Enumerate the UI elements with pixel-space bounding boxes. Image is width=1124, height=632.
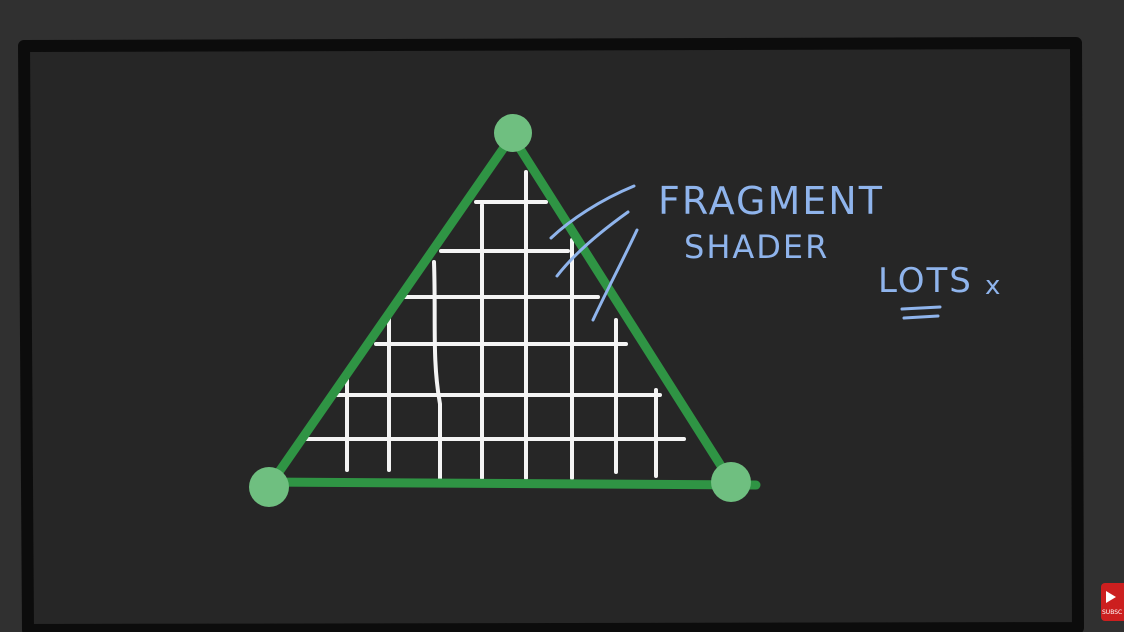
label-fragment: FRAGMENT [658,179,884,223]
annotation-pointers [549,184,639,322]
vertex-top [494,114,532,152]
pointer-stroke-3 [591,228,639,322]
underline-1 [900,305,942,311]
triangle-edge-left [267,131,517,487]
subscribe-label: SUBSC [1102,609,1123,616]
lots-underline [900,305,942,320]
board-frame [18,37,1084,632]
triangle-edge-bottom [257,477,761,490]
vertex-bottom-left [249,467,289,507]
triangle-outline [257,131,761,490]
fragment-grid [303,170,686,482]
label-multiplier: x [985,271,1002,301]
play-icon [1106,591,1116,603]
grid-line-v3 [432,260,442,482]
underline-2 [902,314,940,320]
label-shader: SHADER [684,228,829,266]
pointer-stroke-1 [549,184,636,240]
vertex-bottom-right [711,462,751,502]
subscribe-button[interactable]: SUBSC [1101,583,1124,621]
pointer-stroke-2 [555,210,630,278]
triangle-edge-right [507,131,735,485]
label-lots: LOTS [878,261,973,301]
